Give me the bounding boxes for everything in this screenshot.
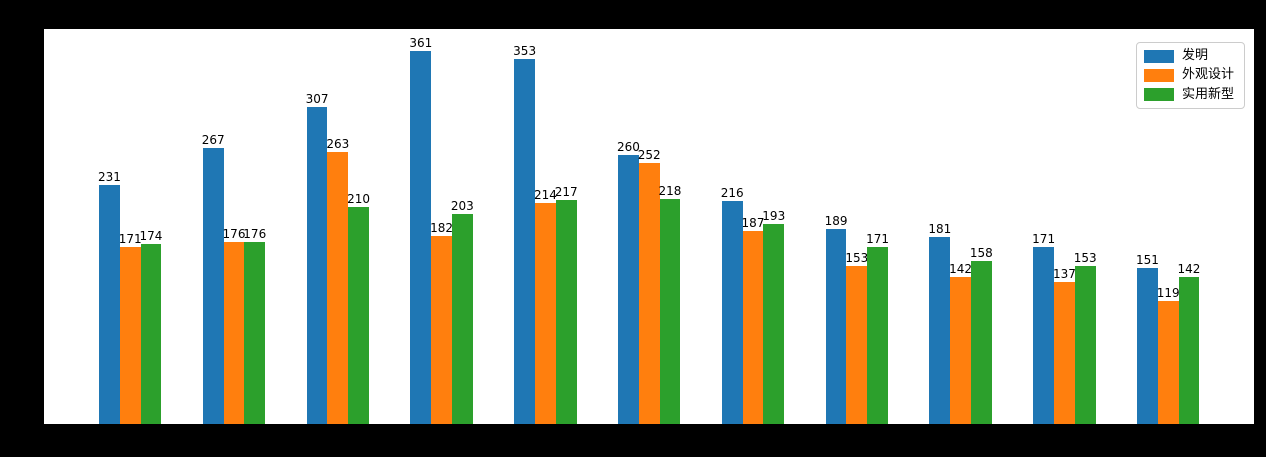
bar-series2-group9 xyxy=(1074,265,1096,424)
legend-item-shiyongxinxing: 实用新型 xyxy=(1143,86,1234,102)
bar-value-label: 260 xyxy=(616,140,640,155)
legend: 发明 外观设计 实用新型 xyxy=(1135,42,1245,109)
bar-value-label: 176 xyxy=(243,227,267,242)
bar-value-label: 153 xyxy=(845,250,869,265)
bar-series0-group0 xyxy=(99,185,120,424)
legend-label: 实用新型 xyxy=(1181,86,1234,102)
bar-series0-group2 xyxy=(306,106,328,424)
bar-series2-group6 xyxy=(763,224,785,424)
bar-series0-group5 xyxy=(618,155,639,424)
bars-container: 231 267 307 361 353 260 216 189 181 171 151 171 176 2… xyxy=(44,29,1254,424)
bar-series0-group7 xyxy=(825,228,847,424)
bar-value-label: 137 xyxy=(1052,267,1076,282)
bar-value-label: 119 xyxy=(1156,285,1180,300)
legend-label: 发明 xyxy=(1181,48,1208,63)
bar-series1-group1 xyxy=(223,242,245,424)
bar-series1-group9 xyxy=(1054,282,1075,424)
bar-series1-group7 xyxy=(846,265,868,424)
legend-item-waiguansheji: 外观设计 xyxy=(1143,67,1234,83)
bar-series1-group4 xyxy=(535,202,556,424)
bar-value-label: 171 xyxy=(118,232,142,247)
legend-swatch-green-icon xyxy=(1143,88,1174,102)
legend-item-faming: 发明 xyxy=(1143,48,1234,63)
bar-series2-group8 xyxy=(970,260,992,424)
bar-value-label: 218 xyxy=(658,183,682,198)
bar-series0-group10 xyxy=(1137,267,1158,424)
bar-value-label: 307 xyxy=(305,91,329,106)
bar-series1-group5 xyxy=(638,163,660,424)
bar-value-label: 171 xyxy=(1032,232,1056,247)
bar-series2-group2 xyxy=(348,206,369,424)
bar-value-label: 174 xyxy=(139,229,163,244)
bar-series0-group1 xyxy=(202,147,224,424)
bar-series1-group0 xyxy=(119,247,141,424)
bar-value-label: 171 xyxy=(866,232,889,247)
bar-value-label: 176 xyxy=(222,227,246,242)
legend-swatch-orange-icon xyxy=(1143,68,1174,82)
legend-swatch-blue-icon xyxy=(1143,49,1174,63)
bar-value-label: 252 xyxy=(637,148,661,163)
bar-series2-group5 xyxy=(659,198,681,424)
bar-series1-group10 xyxy=(1157,300,1179,424)
bar-value-label: 187 xyxy=(741,215,765,230)
bar-series1-group6 xyxy=(742,230,764,424)
bar-value-label: 142 xyxy=(1177,262,1201,277)
bar-series2-group4 xyxy=(555,199,577,424)
bar-series2-group7 xyxy=(867,247,888,424)
plot-area: 231 267 307 361 353 260 216 189 181 171 151 171 176 2… xyxy=(44,29,1254,424)
bar-series2-group3 xyxy=(451,214,473,424)
bar-value-label: 189 xyxy=(824,213,848,228)
bar-value-label: 267 xyxy=(201,132,225,147)
bar-value-label: 361 xyxy=(409,35,433,50)
legend-label: 外观设计 xyxy=(1181,67,1234,83)
bar-value-label: 263 xyxy=(326,137,350,152)
bar-series0-group8 xyxy=(929,236,951,424)
bar-series1-group8 xyxy=(950,277,971,424)
bar-value-label: 214 xyxy=(533,187,557,202)
bar-series0-group6 xyxy=(721,200,743,424)
bar-series2-group10 xyxy=(1178,277,1200,424)
bar-series0-group4 xyxy=(514,59,535,424)
bar-value-label: 217 xyxy=(554,184,578,199)
bar-value-label: 231 xyxy=(97,170,121,185)
bar-series0-group9 xyxy=(1033,247,1054,424)
bar-series1-group2 xyxy=(327,152,349,424)
bar-value-label: 182 xyxy=(430,220,454,235)
bar-value-label: 353 xyxy=(513,44,537,58)
bar-series2-group0 xyxy=(140,244,162,424)
bar-value-label: 142 xyxy=(949,262,973,277)
bar-value-label: 151 xyxy=(1135,252,1159,267)
bar-value-label: 181 xyxy=(928,221,952,236)
bar-value-label: 210 xyxy=(347,191,370,206)
bar-value-label: 158 xyxy=(969,245,993,260)
bar-series1-group3 xyxy=(431,235,452,424)
bar-series2-group1 xyxy=(244,242,266,424)
bar-value-label: 193 xyxy=(762,209,786,224)
bar-value-label: 153 xyxy=(1073,250,1097,265)
bar-series0-group3 xyxy=(410,50,432,424)
bar-value-label: 216 xyxy=(720,185,744,200)
bar-value-label: 203 xyxy=(450,199,474,214)
